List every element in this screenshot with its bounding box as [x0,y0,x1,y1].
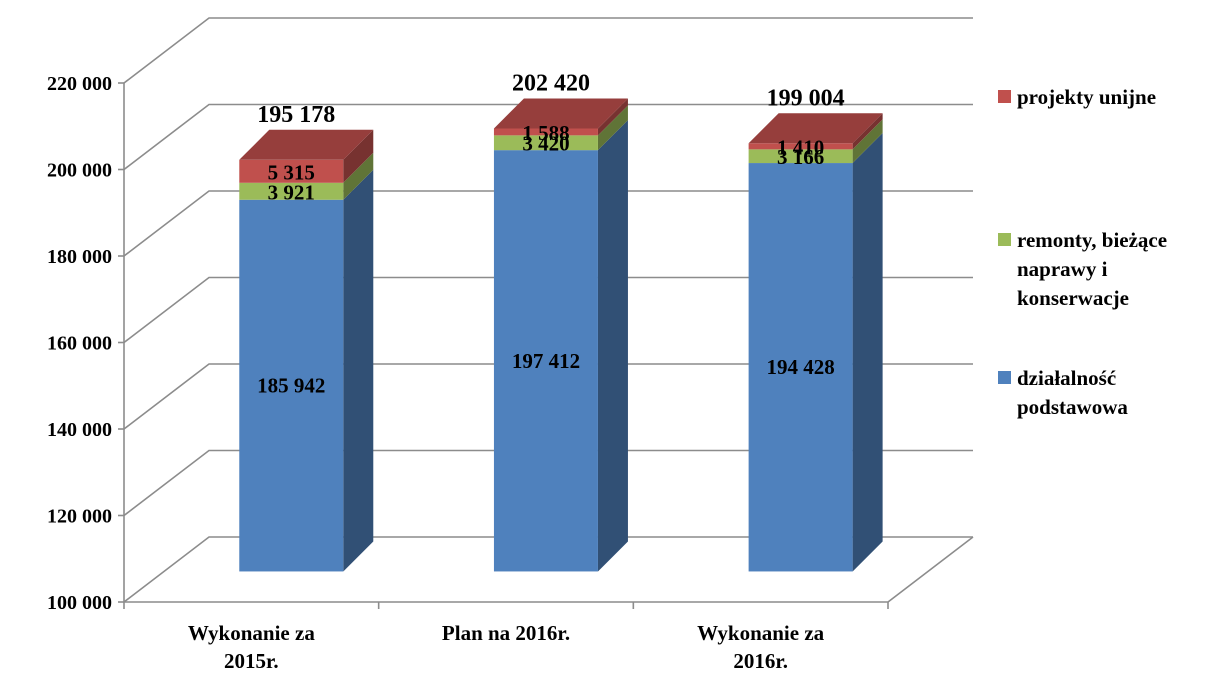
bar-segment [493,128,598,136]
bar-top [239,129,374,160]
legend-label: podstawowa [1017,395,1128,419]
gridline [123,536,973,603]
bar-top [493,98,628,129]
data-label: 197 412 [512,349,580,373]
bar-stack [239,129,374,572]
gridline [123,190,973,257]
y-tick-label: 160 000 [47,333,112,355]
data-label: 185 942 [257,374,325,398]
bar-segment [239,159,344,183]
legend-entry: działalność podstawowa [998,366,1128,419]
bar-side [852,113,883,150]
x-tick-label: Plan na 2016r. [442,621,570,645]
bar-side [597,120,628,572]
bar-side [597,105,628,151]
bar-segment [239,199,344,572]
bar-side [343,152,374,200]
data-label: 194 428 [766,355,834,379]
total-label: 199 004 [767,85,845,111]
gridlines [123,17,974,603]
legend-swatch [998,90,1011,103]
bar-segment [748,149,853,164]
y-tick-label: 200 000 [47,160,112,182]
bar-top [748,113,883,144]
x-tick-label: Wykonanie za [697,621,824,645]
legend-label: naprawy i [1017,257,1108,281]
bar-stack [748,113,883,572]
y-tick-label: 140 000 [47,419,112,441]
y-tick-label: 120 000 [47,506,112,528]
legend-swatch [998,233,1011,246]
gridline [123,449,973,517]
x-tick-label: 2016r. [733,649,788,673]
gridline [123,363,973,430]
legend-label: projekty unijne [1017,85,1156,109]
bar-side [343,129,374,183]
data-label: 5 315 [268,160,315,184]
total-label: 202 420 [512,70,590,96]
bar-side [852,133,883,572]
y-tick-label: 180 000 [47,246,112,268]
data-label: 1 410 [777,135,824,159]
gridline [123,17,973,84]
y-tick-label: 220 000 [47,73,112,95]
gridline [123,103,973,171]
x-tick-label: Wykonanie za [188,621,315,645]
data-label: 3 921 [268,180,315,204]
bar-stack [493,98,628,572]
bar-side [597,98,628,136]
bar-segment [493,150,598,572]
legend-label: remonty, bieżące [1017,228,1167,252]
legend-swatch [998,371,1011,384]
bar-side [852,119,883,164]
legend-label: konserwacje [1017,286,1129,310]
bar-side [343,169,374,572]
legend-entry: remonty, bieżące naprawy i konserwacje [998,228,1167,310]
bar-segment [239,182,344,200]
data-label: 3 166 [777,145,824,169]
total-label: 195 178 [257,102,335,128]
gridline [123,276,973,344]
x-tick-label: 2015r. [224,649,279,673]
y-tick-label: 100 000 [47,592,112,614]
bar-segment [748,143,853,150]
bar-segment [493,135,598,151]
data-label: 3 420 [522,132,569,156]
legend-entry: projekty unijne [998,85,1156,109]
data-label: 1 588 [522,121,569,145]
legend-label: działalność [1017,366,1116,390]
bar-segment [748,163,853,572]
